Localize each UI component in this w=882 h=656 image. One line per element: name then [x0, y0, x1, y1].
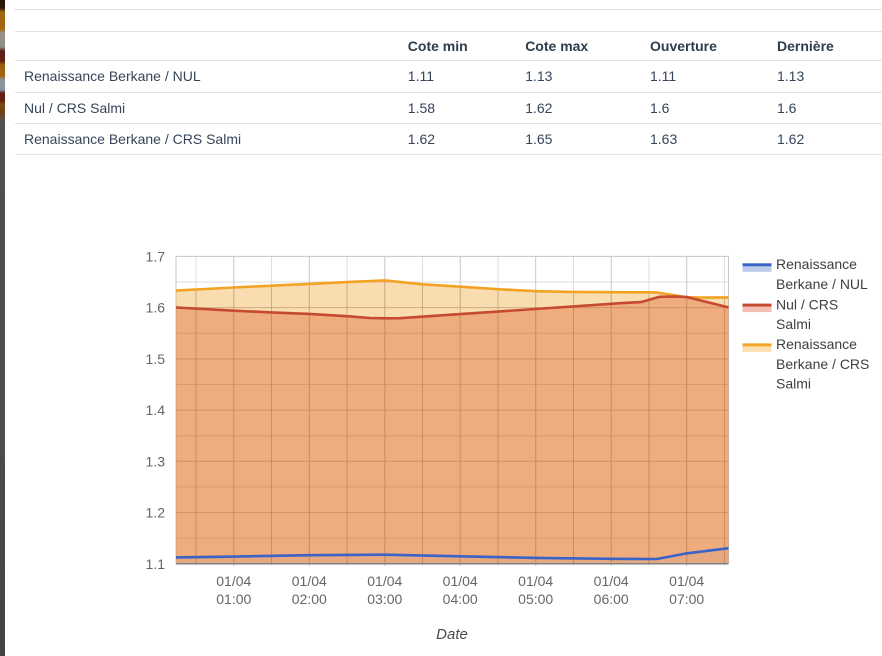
svg-text:01/04: 01/04: [443, 573, 478, 589]
svg-text:04:00: 04:00: [443, 591, 478, 607]
svg-text:01/04: 01/04: [367, 573, 402, 589]
svg-text:1.3: 1.3: [146, 453, 166, 469]
svg-text:01:00: 01:00: [216, 591, 251, 607]
svg-text:01/04: 01/04: [518, 573, 553, 589]
svg-text:Renaissance: Renaissance: [776, 256, 857, 272]
svg-text:1.1: 1.1: [146, 556, 166, 572]
svg-text:1.5: 1.5: [146, 351, 166, 367]
svg-text:01/04: 01/04: [216, 573, 251, 589]
svg-text:Salmi: Salmi: [776, 316, 811, 332]
svg-text:Renaissance: Renaissance: [776, 336, 857, 352]
svg-text:06:00: 06:00: [594, 591, 629, 607]
svg-text:Date: Date: [436, 626, 468, 643]
svg-text:1.6: 1.6: [146, 300, 166, 316]
svg-text:Nul / CRS: Nul / CRS: [776, 296, 838, 312]
svg-text:02:00: 02:00: [292, 591, 327, 607]
svg-text:07:00: 07:00: [669, 591, 704, 607]
svg-text:Salmi: Salmi: [776, 376, 811, 392]
svg-text:01/04: 01/04: [669, 573, 704, 589]
svg-text:01/04: 01/04: [292, 573, 327, 589]
svg-text:1.4: 1.4: [146, 402, 166, 418]
svg-text:Berkane / NUL: Berkane / NUL: [776, 276, 868, 292]
svg-text:03:00: 03:00: [367, 591, 402, 607]
svg-text:05:00: 05:00: [518, 591, 553, 607]
svg-text:1.7: 1.7: [146, 248, 166, 264]
svg-text:Berkane / CRS: Berkane / CRS: [776, 356, 869, 372]
svg-text:01/04: 01/04: [594, 573, 629, 589]
svg-text:1.2: 1.2: [146, 505, 166, 521]
